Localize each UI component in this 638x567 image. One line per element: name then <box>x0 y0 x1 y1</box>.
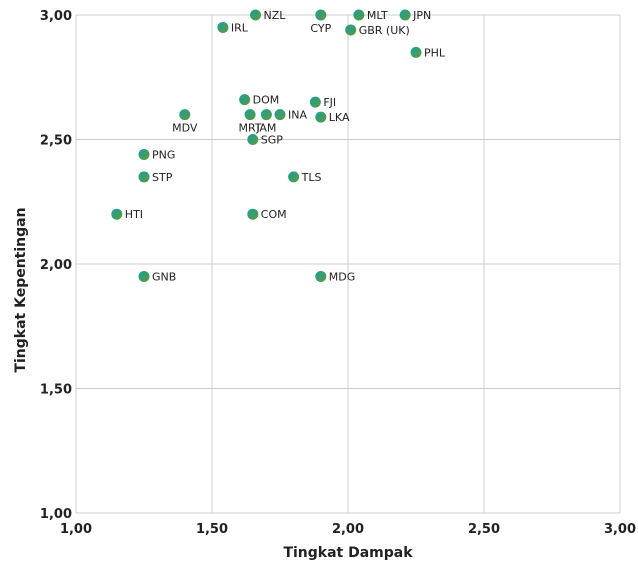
data-point-label: JPN <box>412 9 431 22</box>
data-point <box>138 270 150 282</box>
data-point <box>410 46 422 58</box>
data-point <box>111 208 123 220</box>
y-axis-ticks: 1,00 1,50 2,00 2,50 3,00 <box>40 9 72 522</box>
x-tick-label: 1,50 <box>196 522 228 537</box>
data-point <box>138 148 150 160</box>
y-tick-label: 1,50 <box>40 383 72 398</box>
data-point <box>309 96 321 108</box>
data-point-label: IRL <box>231 21 249 34</box>
x-axis-title: Tingkat Dampak <box>283 545 413 561</box>
y-tick-label: 2,00 <box>40 258 72 273</box>
data-point-label: FJI <box>323 96 336 109</box>
y-tick-label: 3,00 <box>40 9 72 24</box>
data-point-label: MRT <box>239 122 262 135</box>
data-point-label: MDV <box>172 122 198 135</box>
x-tick-label: 2,00 <box>332 522 364 537</box>
data-point <box>315 270 327 282</box>
gridlines <box>75 14 621 514</box>
x-tick-label: 3,00 <box>604 522 636 537</box>
data-point <box>315 111 327 123</box>
data-point-label: GNB <box>152 270 176 283</box>
data-point <box>217 21 229 33</box>
data-point-label: SGP <box>261 134 284 147</box>
data-point <box>179 109 191 121</box>
data-point-label: GBR (UK) <box>359 24 410 37</box>
y-tick-label: 2,50 <box>40 134 72 149</box>
data-point <box>399 9 411 21</box>
x-tick-label: 2,50 <box>468 522 500 537</box>
x-tick-label: 1,00 <box>60 522 92 537</box>
data-point-label: STP <box>152 171 173 184</box>
data-point <box>345 24 357 36</box>
data-point-label: HTI <box>125 208 143 221</box>
data-point <box>288 171 300 183</box>
data-point <box>247 134 259 145</box>
data-point <box>244 109 256 121</box>
x-axis-ticks: 1,00 1,50 2,00 2,50 3,00 <box>60 522 636 537</box>
data-point <box>247 208 259 220</box>
data-point-label: PNG <box>152 148 175 161</box>
data-point-label: LKA <box>329 111 350 124</box>
data-points: NZL CYP MLT JPN IRL GBR (UK) PHL DOM FJI MDV MRTJA… <box>111 9 446 283</box>
data-point-label: MLT <box>367 9 388 22</box>
data-point <box>274 109 286 121</box>
data-point <box>353 9 365 21</box>
data-point-label: CYP <box>310 22 331 35</box>
data-point <box>138 171 150 183</box>
data-point-label: INA <box>288 109 307 122</box>
data-point-label: NZL <box>264 9 287 22</box>
data-point <box>315 9 327 21</box>
data-point <box>260 109 272 121</box>
data-point-label: TLS <box>301 171 322 184</box>
data-point-label: MDG <box>329 270 356 283</box>
data-point-label: JAM <box>255 122 276 135</box>
y-tick-label: 1,00 <box>40 507 72 522</box>
data-point <box>250 9 262 21</box>
data-point <box>239 94 251 106</box>
data-point-label: DOM <box>253 94 280 107</box>
y-axis-title: Tingkat Kepentingan <box>13 207 29 372</box>
data-point-label: COM <box>261 208 287 221</box>
data-point-label: PHL <box>424 46 446 59</box>
